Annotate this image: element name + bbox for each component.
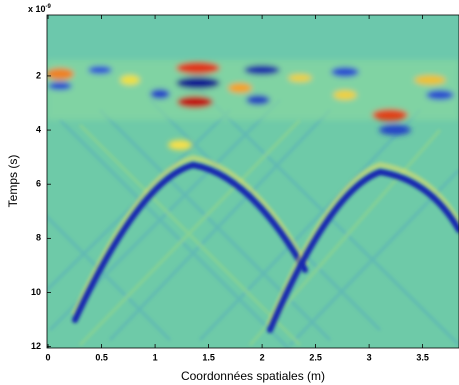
y-tick-label: 10 bbox=[31, 287, 41, 297]
x-tick-label: 2.5 bbox=[309, 352, 322, 362]
plot-frame bbox=[46, 14, 459, 349]
x-tick-label: 0.5 bbox=[95, 352, 108, 362]
y-tick-label: 12 bbox=[31, 341, 41, 351]
y-exponent: x 10-9 bbox=[28, 4, 52, 15]
y-tick-label: 4 bbox=[36, 124, 41, 134]
x-tick-label: 1.5 bbox=[202, 352, 215, 362]
y-tick-label: 2 bbox=[36, 70, 41, 80]
y-exponent-base: x 10 bbox=[28, 4, 46, 14]
y-tick-label: 8 bbox=[36, 233, 41, 243]
x-tick-label: 0 bbox=[46, 352, 51, 362]
y-exponent-power: -9 bbox=[46, 4, 52, 10]
radargram-image bbox=[47, 15, 459, 348]
x-tick-label: 1 bbox=[153, 352, 158, 362]
x-tick-label: 3.5 bbox=[416, 352, 429, 362]
x-tick-label: 2 bbox=[260, 352, 265, 362]
x-tick-label: 3 bbox=[367, 352, 372, 362]
y-axis-label: Temps (s) bbox=[6, 155, 20, 208]
y-tick-label: 6 bbox=[36, 179, 41, 189]
x-axis-label: Coordonnées spatiales (m) bbox=[181, 369, 325, 383]
